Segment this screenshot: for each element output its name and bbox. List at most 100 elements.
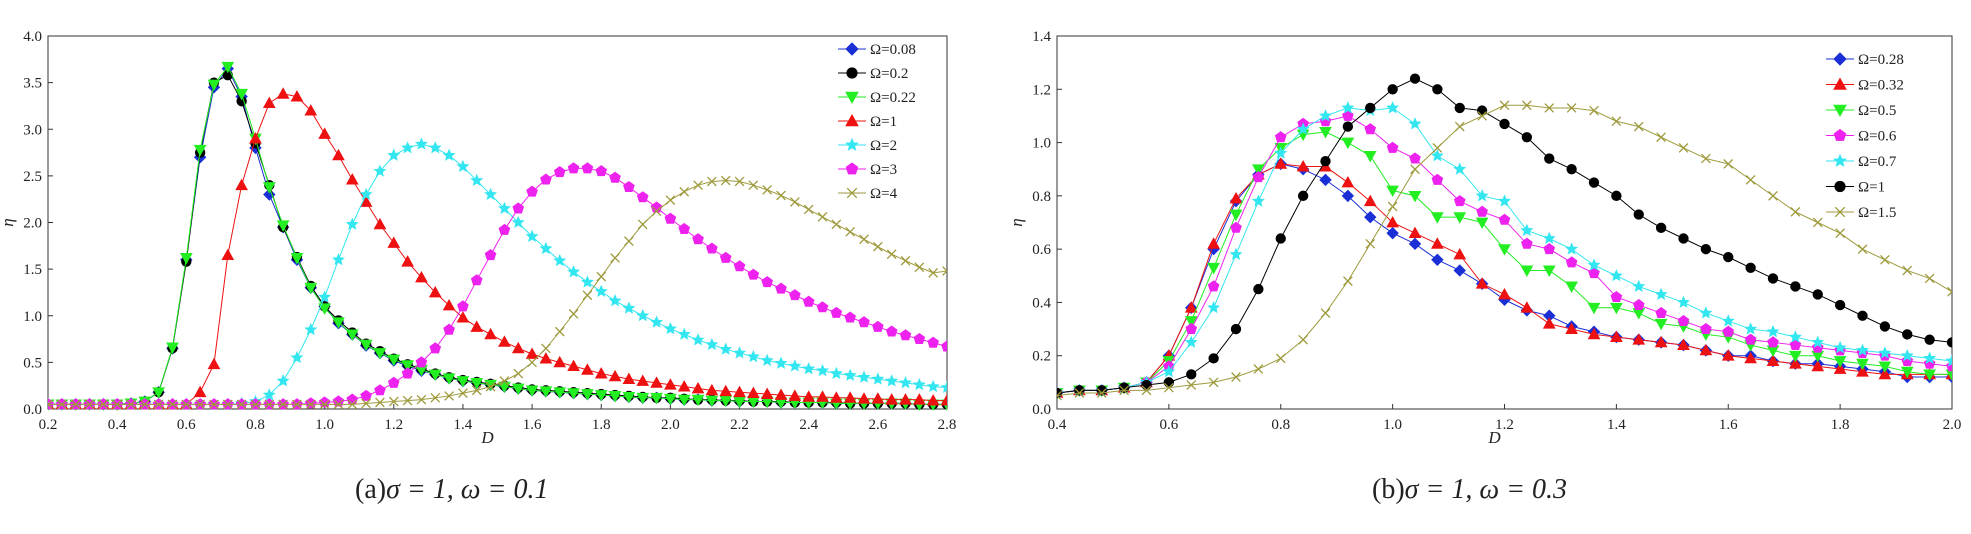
chart-b-series-3-point: [1744, 333, 1757, 345]
chart-a-legend-label: Ω=1: [870, 114, 897, 130]
chart-b-series-4-point: [1207, 300, 1221, 314]
chart-a-series-2-point: [456, 376, 470, 388]
chart-a-series-4-point: [359, 187, 373, 201]
chart-a-series-6-point: [444, 391, 454, 401]
chart-a-series-5-point: [304, 397, 317, 409]
chart-b-series-2-point: [1900, 366, 1914, 379]
chart-a-series-6-point: [70, 399, 81, 410]
chart-a-series-2-point: [498, 381, 511, 394]
chart-b-series-6-point: [1522, 100, 1532, 111]
chart-b-series-2-point: [1923, 369, 1936, 381]
chart-b-series-2-point: [1408, 190, 1422, 203]
chart-b-series-2-point: [1386, 185, 1399, 198]
chart-b-series-6-point: [1790, 206, 1801, 217]
chart-b-series-0-point: [1364, 210, 1377, 224]
chart-a-series-2-point: [345, 329, 359, 341]
chart-b-series-4-point: [1744, 322, 1758, 335]
chart-b-series-0-point: [1408, 237, 1422, 251]
chart-b-series-5-point: [1723, 251, 1734, 263]
chart-a-series-0: [48, 62, 947, 411]
chart-a-series-6-point: [56, 399, 67, 410]
caption-a: (a)σ = 1, ω = 0.1: [355, 474, 548, 506]
chart-b-y-tick-label: 0.2: [1032, 349, 1051, 365]
chart-a-series-6-point: [292, 399, 302, 410]
chart-b-series-5-point: [1186, 369, 1197, 380]
chart-a-series-6-point: [264, 399, 275, 410]
chart-a-series-3-point: [857, 392, 871, 404]
chart-b-series-2-point: [1229, 209, 1243, 222]
chart-a-legend-label: Ω=3: [870, 162, 897, 178]
chart-a-series-5-point: [512, 202, 525, 214]
chart-a-legend-marker: [846, 67, 858, 79]
chart-a-series-2-point: [428, 369, 442, 382]
chart-b-series-4-point: [1766, 324, 1780, 338]
chart-a-x-tick-label: 0.8: [246, 417, 265, 433]
chart-a-x-axis-label: D: [480, 428, 494, 447]
chart-a-series-6-point: [803, 204, 814, 215]
chart-b-series-1-point: [1207, 237, 1220, 249]
chart-b-series-4-point: [1319, 109, 1332, 122]
chart-a-series-6-point: [305, 399, 316, 410]
chart-a-legend-label: Ω=2: [870, 138, 897, 154]
chart-a-series-3-point: [276, 87, 290, 99]
chart-b-y-tick-label: 1.0: [1032, 136, 1051, 152]
chart-b-series-2-point: [1475, 217, 1489, 230]
chart-a-series-6-point: [236, 399, 247, 410]
chart-b-series-2-point: [1341, 137, 1355, 150]
chart-a-series-4-point: [774, 356, 788, 369]
chart-a-y-tick-label: 2.0: [23, 216, 42, 232]
chart-b-series-3-point: [1767, 336, 1779, 348]
chart-a-series-6-point: [416, 394, 427, 405]
chart-a-series-0-point: [263, 188, 276, 201]
chart-a-series-6-point: [388, 396, 399, 407]
chart-a-series-6-point: [582, 290, 593, 301]
chart-b-series-5-point: [1544, 153, 1555, 164]
chart-a-series-4-point: [401, 141, 415, 154]
chart-b-x-tick-label: 1.8: [1831, 417, 1850, 433]
chart-a-series-3-point: [525, 347, 539, 359]
chart-a-series-3-point: [387, 236, 401, 248]
chart-b-series-3-point: [1700, 322, 1712, 335]
chart-b-series-3-point: [1476, 205, 1488, 217]
chart-b-series-5-point: [1588, 177, 1600, 188]
chart-b-series-1-point: [1744, 351, 1757, 364]
chart-a-series-3-point: [940, 394, 947, 406]
chart-a-series-2-point: [470, 377, 484, 390]
chart-a-series-2-point: [442, 373, 456, 385]
chart-b-series-6-point: [1499, 100, 1510, 111]
chart-a-series-3-point: [747, 386, 760, 399]
chart-b-series-1-point: [1520, 301, 1534, 313]
chart-a-series-2-point: [525, 385, 539, 397]
chart-a-series-5-point: [913, 332, 926, 345]
chart-a-x-tick-label: 0.6: [177, 417, 196, 433]
chart-a-series-5-point: [346, 393, 359, 405]
chart-a-series-5-point: [816, 301, 829, 313]
chart-a-series-3-point: [622, 372, 636, 385]
chart-a-series-5-point: [941, 340, 947, 352]
chart-a-series-3-point: [235, 178, 248, 191]
chart-a-series-4-point: [608, 294, 622, 307]
chart-b-series-3-point: [1632, 298, 1645, 311]
chart-b-series-6-point: [1566, 103, 1577, 113]
chart-b-series-1-point: [1184, 301, 1198, 313]
chart-a-legend-marker: [845, 162, 859, 175]
chart-b-series-4-point: [1811, 335, 1825, 348]
chart-a-series-4-point: [636, 308, 650, 322]
chart-b-plot-area: [1057, 73, 1952, 401]
chart-a-series-5-point: [844, 311, 857, 323]
chart-a-series-3-point: [760, 387, 774, 399]
chart-a-series-3-point: [774, 388, 788, 400]
chart-a-series-5-point: [540, 173, 552, 185]
chart-b-series-0-point: [1431, 253, 1444, 267]
chart-b-series-1-point: [1341, 176, 1355, 188]
chart-b-series-1-point: [1766, 354, 1780, 366]
chart-a-series-5-point: [636, 191, 649, 203]
chart-b-series-2-point: [1520, 265, 1534, 277]
chart-b-series-2-point: [1207, 262, 1220, 275]
chart-a-y-tick-label: 4.0: [23, 29, 42, 45]
chart-a-series-0-line: [48, 67, 947, 405]
caption-b: (b)σ = 1, ω = 0.3: [1372, 474, 1567, 506]
chart-b-series-6-point: [1410, 164, 1420, 175]
chart-b-series-5-point: [1924, 334, 1935, 345]
chart-b-series-6-point: [1678, 143, 1689, 153]
